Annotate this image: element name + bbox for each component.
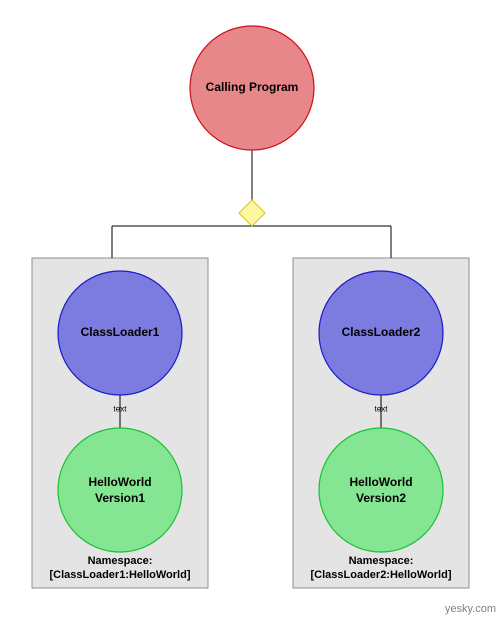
left-edge-label: text	[114, 405, 128, 414]
watermark-text: yesky.com	[445, 603, 496, 615]
helloworld1-label-l1: HelloWorld	[88, 475, 151, 489]
classloader1-label: ClassLoader1	[81, 325, 160, 339]
left-namespace-label-l2: [ClassLoader1:HelloWorld]	[50, 569, 191, 581]
calling-program-label: Calling Program	[206, 80, 299, 94]
aggregation-diamond	[239, 200, 265, 226]
helloworld1-node	[58, 428, 182, 552]
classloader2-label: ClassLoader2	[342, 325, 421, 339]
helloworld2-label-l2: Version2	[356, 491, 406, 505]
right-edge-label: text	[375, 405, 389, 414]
right-namespace-label-l2: [ClassLoader2:HelloWorld]	[311, 569, 452, 581]
right-namespace-label-l1: Namespace:	[349, 555, 414, 567]
left-namespace-label-l1: Namespace:	[88, 555, 153, 567]
diagram-canvas: Calling Program ClassLoader1 text HelloW…	[0, 0, 500, 619]
helloworld1-label-l2: Version1	[95, 491, 145, 505]
helloworld2-label-l1: HelloWorld	[349, 475, 412, 489]
helloworld2-node	[319, 428, 443, 552]
